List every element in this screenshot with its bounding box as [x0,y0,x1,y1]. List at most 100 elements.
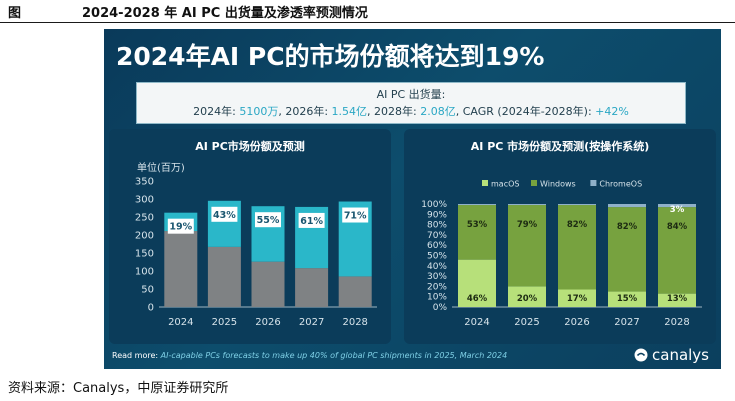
segment-label: 15% [617,294,638,304]
share-label: 43% [213,210,236,221]
read-more-note: Read more: AI-capable PCs forecasts to m… [112,351,507,360]
canalys-logo-text: canalys [652,346,709,364]
segment-label: 79% [517,220,538,230]
segment-label: 53% [467,220,488,230]
windows-bar-segment [608,207,646,292]
y-tick-label: 350 [135,177,154,188]
segment-label: 17% [567,294,588,304]
ai-pc-share-chart: 单位(百万) 0 50 100 150 200 250 300 350 19% 2024 43% 202… [135,161,377,328]
shipment-2024-value: 5100万 [239,105,279,118]
shipment-cagr-value: +42% [595,105,629,118]
y-tick-label: 250 [135,213,154,224]
legend-label: Windows [540,180,576,189]
y-tick-label: 40% [427,262,447,272]
canalys-logo-icon [634,348,648,362]
slide-title: 2024年AI PC的市场份额将达到19% [116,42,545,71]
legend-label: ChromeOS [599,180,642,189]
canalys-slide: 2024年AI PC的市场份额将达到19% AI PC 出货量: 2024年: … [104,29,721,369]
non-ai-bar [164,231,198,307]
shipment-heading: AI PC 出货量: [376,88,446,101]
windows-bar-segment [558,205,596,290]
y-tick-label: 80% [427,221,447,231]
non-ai-bar [338,276,372,307]
y-tick-label: 100% [421,200,447,210]
x-tick-label: 2027 [614,317,639,328]
chromeos-bar-segment [658,204,696,208]
segment-label: 82% [617,222,638,232]
shipment-summary-box: AI PC 出货量: 2024年: 5100万, 2026年: 1.54亿, 2… [136,82,686,124]
share-label-box [211,206,238,222]
x-tick-label: 2026 [255,317,280,328]
non-ai-bar [207,246,241,307]
shipment-2028-value: 2.08亿 [420,105,456,118]
y-tick-label: 70% [427,231,447,241]
figure-label: 图 [8,6,22,21]
x-tick-label: 2026 [564,317,589,328]
windows-bar-segment [458,205,496,260]
source-note: 资料来源：Canalys，中原证券研究所 [8,381,229,396]
segment-label: 84% [667,222,688,232]
y-tick-label: 30% [427,272,447,282]
y-tick-label: 60% [427,241,447,251]
figure-header: 图 2024-2028 年 AI PC 出货量及渗透率预测情况 [0,0,735,23]
os-share-chart: macOS Windows ChromeOS0%10%20%30%40%50%60%… [421,180,702,328]
macos-bar-segment [458,259,496,307]
y-tick-label: 90% [427,210,447,220]
shipment-cagr-label: , CAGR (2024年-2028年): [455,105,596,118]
y-tick-label: 50% [427,252,447,262]
figure-title: 2024-2028 年 AI PC 出货量及渗透率预测情况 [82,6,368,21]
chromeos-bar-segment [608,204,646,208]
segment-label: 3% [670,205,685,215]
share-label-box [298,212,325,228]
shipment-2026-label: , 2026年: [278,105,332,118]
x-tick-label: 2027 [299,317,324,328]
non-ai-bar [295,268,329,307]
y-tick-label: 100 [135,267,154,278]
chromeos-bar-segment [508,204,546,206]
read-more-link[interactable]: AI-capable PCs forecasts to make up 40% … [160,351,508,360]
chromeos-bar-segment [458,204,496,206]
y-tick-label: 200 [135,231,154,242]
segment-label: 82% [567,220,588,230]
y-tick-label: 50 [141,285,154,296]
left-chart-panel: AI PC市场份额及预测 单位(百万) 0 50 100 150 200 250 300 350… [109,129,391,344]
y-axis-title: 单位(百万) [137,161,185,174]
macos-bar-segment [508,286,546,307]
share-label: 61% [300,216,323,227]
x-tick-label: 2028 [664,317,689,328]
shipment-2028-label: , 2028年: [367,105,421,118]
share-label: 19% [169,222,192,233]
x-tick-label: 2024 [168,317,193,328]
segment-label: 13% [667,294,688,304]
read-more-prefix: Read more: [112,351,161,360]
legend-label: macOS [491,180,519,189]
right-chart-title: AI PC 市场份额及预测(按操作系统) [470,140,650,153]
y-tick-label: 300 [135,195,154,206]
shipment-2026-value: 1.54亿 [331,105,368,118]
share-label: 55% [257,215,280,226]
windows-bar-segment [508,205,546,287]
x-tick-label: 2025 [514,317,539,328]
shipment-2024-label: 2024年: [193,105,240,118]
share-label: 71% [344,211,367,222]
segment-label: 20% [517,294,538,304]
macos-bar-segment [558,289,596,307]
x-tick-label: 2025 [212,317,237,328]
shipment-details: 2024年: 5100万, 2026年: 1.54亿, 2028年: 2.08亿… [137,103,685,119]
right-chart-panel: AI PC 市场份额及预测(按操作系统) macOS Windows ChromeO… [404,129,716,344]
non-ai-bar [251,261,285,307]
legend-swatch [482,180,488,186]
y-tick-label: 10% [427,293,447,303]
windows-bar-segment [658,207,696,294]
legend-swatch [590,180,597,186]
share-label-box [167,218,194,234]
x-tick-label: 2024 [464,317,489,328]
segment-label: 46% [467,294,488,304]
legend-swatch [531,180,537,186]
share-label-box [255,212,281,228]
y-tick-label: 0 [148,303,154,314]
macos-bar-segment [608,291,646,307]
left-chart-title: AI PC市场份额及预测 [195,140,305,153]
macos-bar-segment [658,293,696,307]
x-tick-label: 2028 [342,317,367,328]
